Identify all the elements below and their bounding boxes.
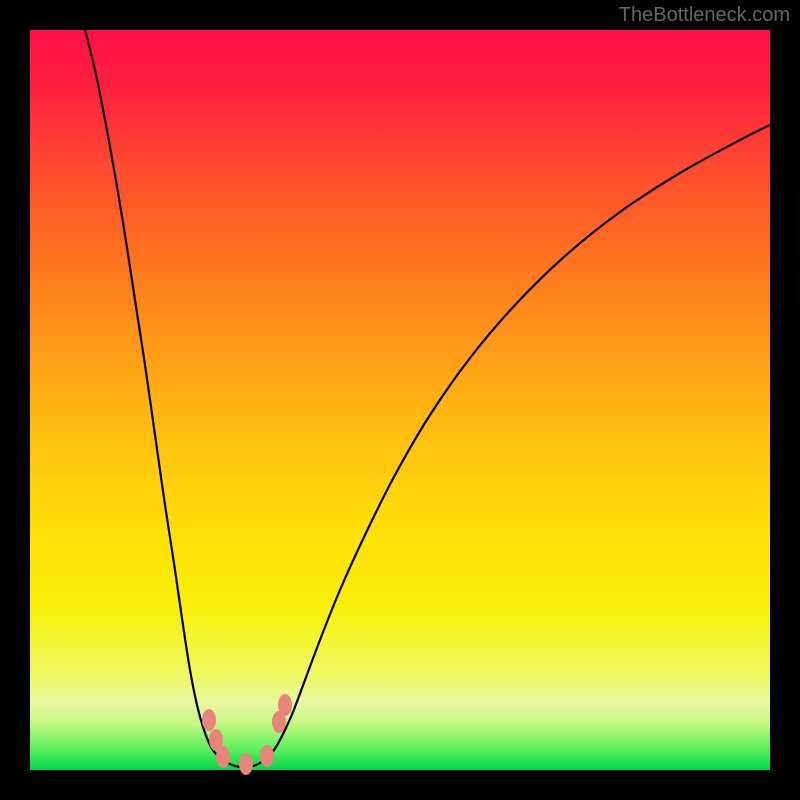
watermark-text: TheBottleneck.com [619,4,790,27]
marker-point [278,694,292,716]
marker-point [260,745,274,767]
marker-point [216,746,230,768]
marker-point [239,753,253,775]
chart-container: TheBottleneck.com [0,0,800,800]
bottleneck-chart [0,0,800,800]
marker-point [202,709,216,731]
chart-background [30,30,770,770]
